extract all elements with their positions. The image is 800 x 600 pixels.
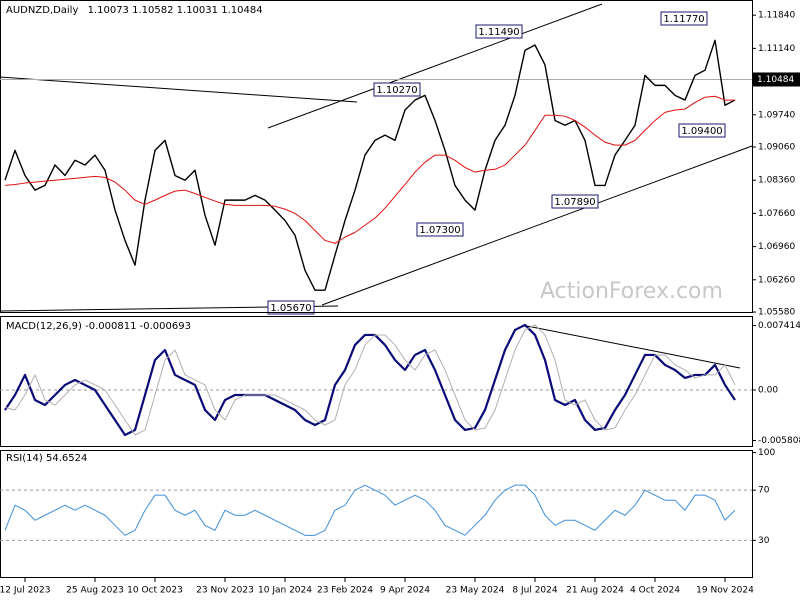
annotation-label: 1.09400 xyxy=(681,126,722,137)
x-tick-label: 9 Apr 2024 xyxy=(380,586,430,596)
ma-line xyxy=(4,95,735,244)
annotation: 1.07890 xyxy=(551,194,599,209)
annotation-label: 1.11490 xyxy=(478,27,519,38)
annotation-label: 1.11770 xyxy=(663,14,704,25)
panel-frame xyxy=(0,450,753,578)
y-tick-label: 0.00 xyxy=(758,385,778,395)
x-tick-label: 19 Nov 2024 xyxy=(696,586,754,596)
x-tick-label: 4 Oct 2024 xyxy=(630,586,680,596)
x-tick-label: 23 May 2024 xyxy=(446,586,505,596)
high: 1.10582 xyxy=(132,5,173,16)
symbol: AUDNZD,Daily xyxy=(6,5,78,16)
trend-line xyxy=(0,76,358,103)
price-line xyxy=(4,39,736,291)
macd-value: -0.000811 xyxy=(85,321,136,332)
rsi-value: 54.6524 xyxy=(46,453,87,464)
y-tick-label: 1.06260 xyxy=(758,275,795,285)
low: 1.10031 xyxy=(177,5,218,16)
y-tick-label: 1.08360 xyxy=(758,176,795,186)
y-tick-label: 1.09740 xyxy=(758,110,795,120)
current-price-box xyxy=(753,72,800,87)
annotation: 1.07300 xyxy=(416,222,464,237)
x-tick-label: 23 Feb 2024 xyxy=(317,586,373,596)
x-tick-label: 10 Oct 2023 xyxy=(127,586,183,596)
y-tick-label: 1.06960 xyxy=(758,242,795,252)
annotation: 1.10270 xyxy=(373,82,421,97)
trend-line xyxy=(321,145,753,306)
close: 1.10484 xyxy=(221,5,262,16)
y-tick-label: 1.09060 xyxy=(758,143,795,153)
x-tick-label: 12 Jul 2023 xyxy=(0,586,50,596)
rsi-header: RSI(14) 54.6524 xyxy=(6,453,87,464)
annotation-label: 1.07890 xyxy=(554,197,595,208)
x-tick-label: 25 Aug 2023 xyxy=(66,586,124,596)
annotation: 1.11490 xyxy=(475,24,523,39)
rsi-line xyxy=(4,484,736,536)
y-tick-label: 100 xyxy=(758,448,775,458)
annotation-label: 1.05670 xyxy=(270,303,311,314)
y-tick-label: 1.07660 xyxy=(758,209,795,219)
x-tick-label: 10 Jan 2024 xyxy=(258,586,312,596)
trend-line xyxy=(267,3,603,129)
y-tick-label: 30 xyxy=(758,536,770,546)
y-tick-label: 1.11140 xyxy=(758,44,795,54)
open: 1.10073 xyxy=(88,5,129,16)
y-tick-label: 70 xyxy=(758,486,770,496)
rsi-title: RSI(14) xyxy=(6,453,43,464)
y-tick-label: -0.005808 xyxy=(758,436,800,446)
annotation: 1.05670 xyxy=(267,300,315,315)
watermark: ActionForex.com xyxy=(540,279,723,304)
signal-line xyxy=(4,324,736,436)
x-tick-label: 21 Aug 2024 xyxy=(566,586,624,596)
y-tick-label: 1.05580 xyxy=(758,308,795,318)
annotation: 1.09400 xyxy=(678,123,726,138)
current-price-label: 1.10484 xyxy=(757,75,794,85)
y-tick-label: 0.007414 xyxy=(758,321,800,331)
trend-line xyxy=(526,325,741,369)
price-header: AUDNZD,Daily 1.10073 1.10582 1.10031 1.1… xyxy=(6,5,263,16)
y-tick-label: 1.11840 xyxy=(758,11,795,21)
annotation-label: 1.07300 xyxy=(419,225,460,236)
panel-frame xyxy=(0,316,753,447)
macd-title: MACD(12,26,9) xyxy=(6,321,82,332)
x-tick-label: 8 Jul 2024 xyxy=(512,586,557,596)
annotation-label: 1.10270 xyxy=(376,85,417,96)
annotation: 1.11770 xyxy=(660,11,708,26)
macd-line xyxy=(4,323,736,437)
macd-header: MACD(12,26,9) -0.000811 -0.000693 xyxy=(6,321,191,332)
signal-value: -0.000693 xyxy=(140,321,191,332)
x-tick-label: 23 Nov 2023 xyxy=(196,586,254,596)
panel-frame xyxy=(0,0,753,313)
